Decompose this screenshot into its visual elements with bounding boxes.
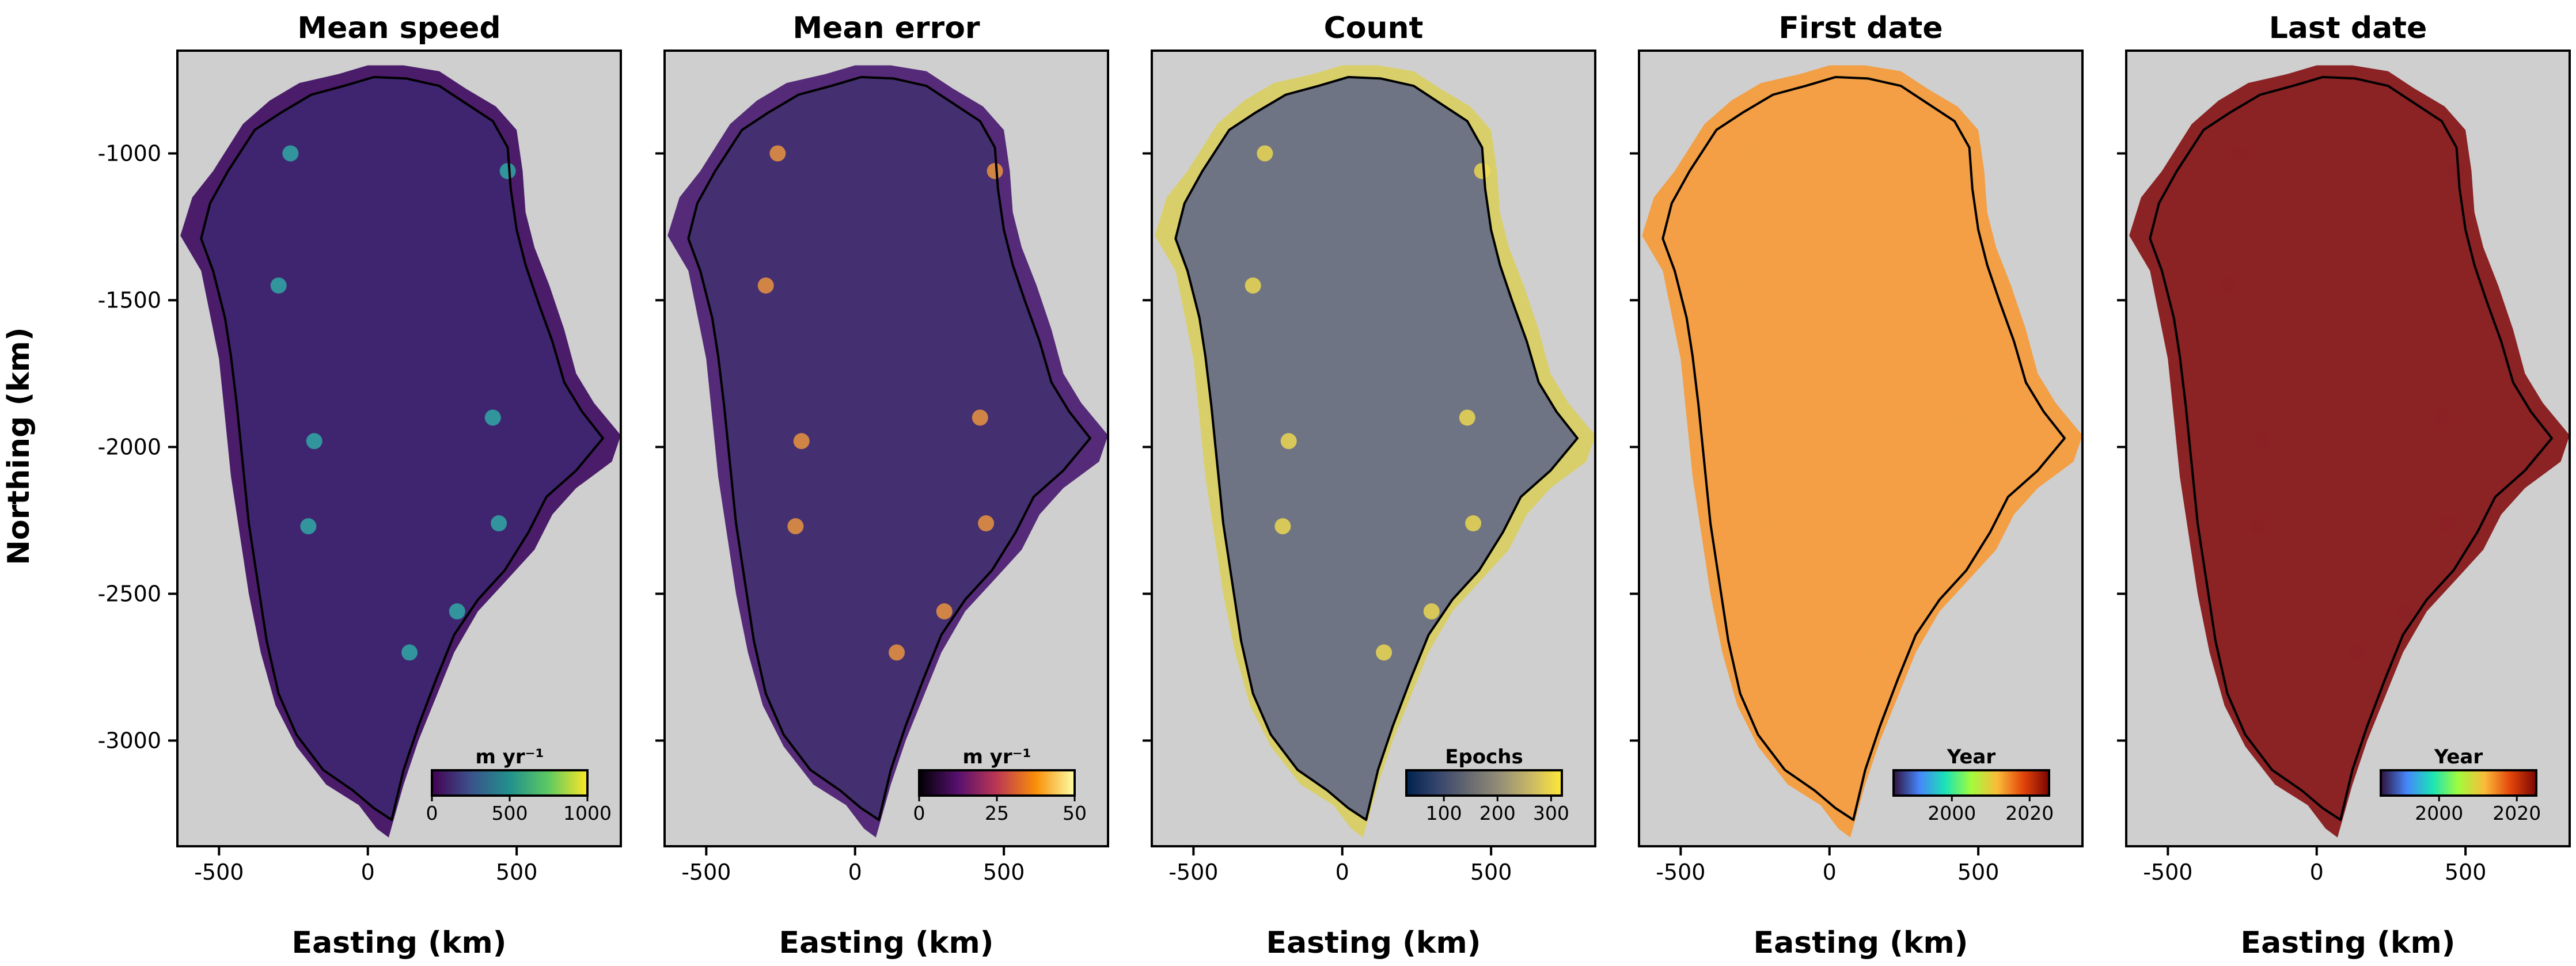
x-axis-label: Easting (km) [292,926,507,960]
colorbar-label: Epochs [1445,746,1523,769]
ice-margin-line [2149,75,2553,822]
y-tick-label: -1000 [98,140,161,166]
colorbar-tick-label: 1000 [563,802,612,824]
colorbar-label: Year [2434,746,2483,769]
y-tick-label: -3000 [98,728,161,753]
colorbar-tick-label: 2000 [2415,802,2463,824]
x-tick-label: 500 [1957,859,2000,885]
x-tick-label: 500 [983,859,1025,885]
colorbar-tick-label: 200 [1479,802,1516,824]
colorbar: m yr⁻¹ 0 500 1000 [426,746,612,824]
x-tick-label: 0 [848,859,862,885]
ice-margin-line [1174,75,1579,822]
ice-margin-line [687,75,1091,822]
x-tick-label: -500 [2143,859,2192,885]
ice-margin-line [1661,75,2066,822]
colorbar: Year 2000 2020 [2380,746,2541,824]
x-axis-label: Easting (km) [779,926,994,960]
x-axis-label: Easting (km) [1754,926,1968,960]
panel-title: Mean speed [297,11,500,45]
x-tick-label: 0 [1823,859,1837,885]
panel-title: Mean error [792,11,980,45]
colorbar: m yr⁻¹ 0 25 50 [913,746,1087,824]
panel-5: Last date -500 0 500 Easting (km) Year 2000 202… [2117,11,2571,960]
colorbar-ramp [431,769,589,797]
x-tick-label: 0 [2310,859,2324,885]
axes-frame [1638,50,2084,847]
colorbar-tick-label: 500 [492,802,528,824]
colorbar-label: m yr⁻¹ [475,746,544,769]
y-tick-label: -2500 [98,581,161,606]
panel-title: Count [1324,11,1424,45]
y-tick-label: -1500 [98,287,161,313]
x-tick-label: 0 [361,859,375,885]
colorbar-tick-label: 2020 [2492,802,2541,824]
colorbar-label: m yr⁻¹ [962,746,1031,769]
axes-frame [1151,50,1596,847]
x-tick-label: 500 [2445,859,2487,885]
colorbar-ramp [2380,769,2537,797]
colorbar-ramp [1405,769,1563,797]
panel-4: First date -500 0 500 Easting (km) Year 2000 20… [1630,11,2084,960]
x-tick-label: -500 [681,859,731,885]
x-tick-label: -500 [194,859,244,885]
panel-2: Mean error -500 0 500 Easting (km) m yr⁻¹ 0 25 5… [655,11,1109,960]
panel-title: First date [1778,11,1943,45]
colorbar-tick-label: 2000 [1928,802,1976,824]
colorbar-ramp [918,769,1076,797]
panel-3: Count -500 0 500 Easting (km) Epochs 100 200 300 [1143,11,1596,960]
axes-frame [2125,50,2571,847]
ice-margin-line [200,75,604,822]
y-tick-label: -2000 [98,434,161,459]
colorbar-tick-label: 0 [913,802,925,824]
panel-title: Last date [2269,11,2427,45]
colorbar-label: Year [1947,746,1996,769]
colorbar: Epochs 100 200 300 [1405,746,1569,824]
colorbar-tick-label: 2020 [2005,802,2054,824]
colorbar-tick-label: 300 [1533,802,1569,824]
x-tick-label: 500 [1470,859,1512,885]
colorbar-tick-label: 50 [1063,802,1087,824]
x-axis-label: Easting (km) [1266,926,1481,960]
colorbar-tick-label: 100 [1426,802,1462,824]
colorbar-tick-label: 0 [426,802,438,824]
x-tick-label: 0 [1336,859,1349,885]
x-tick-label: -500 [1169,859,1218,885]
panel-1: Mean speed -500 0 500 Easting (km) -1000 -1500… [98,11,622,960]
x-tick-label: -500 [1656,859,1705,885]
axes-frame [663,50,1109,847]
x-tick-label: 500 [496,859,538,885]
axes-frame [176,50,622,847]
colorbar: Year 2000 2020 [1892,746,2054,824]
x-axis-label: Easting (km) [2241,926,2456,960]
colorbar-tick-label: 25 [985,802,1009,824]
y-axis-label: Northing (km) [2,327,36,565]
colorbar-ramp [1892,769,2050,797]
